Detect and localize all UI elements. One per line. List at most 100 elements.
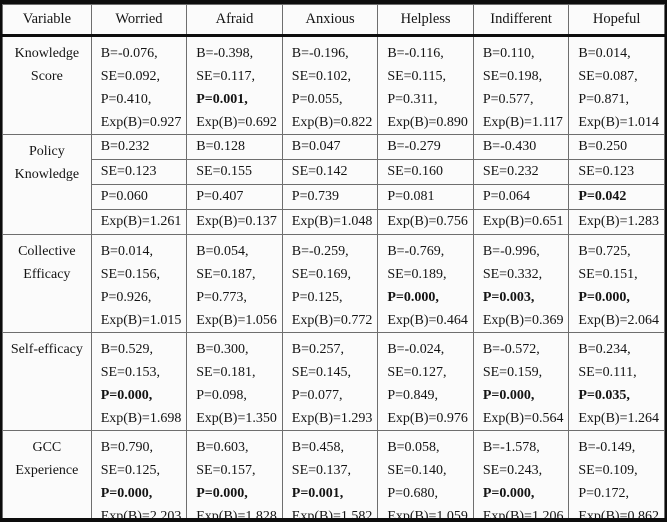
stat-line: Exp(B)=0.564 xyxy=(482,411,564,426)
stat-cell: B=-0.996, SE=0.332, P=0.003, Exp(B)=0.369 xyxy=(472,234,570,333)
stat-line: B=0.058, xyxy=(387,440,440,455)
stat-line: SE=0.153, xyxy=(100,365,160,380)
stat-line: P=0.000, xyxy=(578,290,630,305)
stat-line: P=0.125, xyxy=(291,290,343,305)
stat-cell: B=0.128 SE=0.155 P=0.407 Exp(B)=0.137 xyxy=(186,134,283,235)
stat-line: B=0.234, xyxy=(578,342,631,357)
stat-line: SE=0.092, xyxy=(100,69,160,84)
stat-line: Exp(B)=2.064 xyxy=(578,313,659,328)
column-header-anxious: Anxious xyxy=(281,4,379,37)
stat-line: SE=0.160 xyxy=(378,160,473,185)
stat-line: Exp(B)=1.206 xyxy=(482,509,564,522)
stat-line: Exp(B)=1.698 xyxy=(100,411,182,426)
stat-line: B=0.458, xyxy=(291,440,345,455)
stat-cell: B=0.603, SE=0.157, P=0.000, Exp(B)=1.828 xyxy=(186,430,283,518)
stat-cell: B=0.529, SE=0.153, P=0.000, Exp(B)=1.698 xyxy=(90,332,188,431)
stat-line: P=0.311, xyxy=(387,92,438,107)
stat-line: Exp(B)=0.756 xyxy=(387,214,468,229)
stat-line: B=-0.572, xyxy=(482,342,540,357)
stat-line: SE=0.181, xyxy=(196,365,256,380)
stat-line: Exp(B)=0.976 xyxy=(387,411,468,426)
stat-line: SE=0.115, xyxy=(387,69,447,84)
stat-line: P=0.000, xyxy=(482,486,535,501)
stat-cell: B=0.725, SE=0.151, P=0.000, Exp(B)=2.064 xyxy=(568,234,665,333)
stat-line: B=-0.398, xyxy=(196,46,254,61)
stat-line: Exp(B)=1.283 xyxy=(578,214,659,229)
stat-line: B=0.014, xyxy=(100,244,153,259)
stat-line: SE=0.198, xyxy=(482,69,543,84)
stat-line: SE=0.123 xyxy=(91,160,187,185)
stat-cell: B=-0.769, SE=0.189, P=0.000, Exp(B)=0.464 xyxy=(377,234,474,333)
column-header-afraid: Afraid xyxy=(186,4,283,37)
stat-line: SE=0.109, xyxy=(578,463,638,478)
stat-line: Exp(B)=0.822 xyxy=(291,115,373,130)
stat-cell: B=0.232 SE=0.123 P=0.060 Exp(B)=1.261 xyxy=(90,134,188,235)
stat-line: Exp(B)=1.264 xyxy=(578,411,659,426)
stat-line: P=0.001, xyxy=(291,486,344,501)
stat-line: SE=0.127, xyxy=(387,365,447,380)
stat-line: SE=0.232 xyxy=(473,160,569,185)
stat-line: SE=0.145, xyxy=(291,365,352,380)
variable-label: Policy xyxy=(28,144,65,159)
stat-line: SE=0.159, xyxy=(482,365,543,380)
stat-line: P=0.064 xyxy=(473,185,569,210)
stat-line: P=0.042 xyxy=(569,185,664,210)
stat-line: Exp(B)=2.203 xyxy=(100,509,182,522)
stat-line: SE=0.087, xyxy=(578,69,638,84)
table-header: Variable Worried Afraid Anxious Helpless… xyxy=(2,4,665,37)
stat-cell: B=-0.196, SE=0.102, P=0.055, Exp(B)=0.822 xyxy=(281,35,379,135)
stat-line: Exp(B)=0.772 xyxy=(291,313,373,328)
stat-line: B=0.047 xyxy=(282,135,378,160)
header-row: Variable Worried Afraid Anxious Helpless… xyxy=(2,4,665,37)
stat-line: Exp(B)=1.048 xyxy=(291,214,373,229)
stat-cell: B=0.058, SE=0.140, P=0.680, Exp(B)=1.059 xyxy=(377,430,474,518)
variable-label: Knowledge xyxy=(14,46,80,61)
stat-line: B=-0.279 xyxy=(378,135,473,160)
stat-line: P=0.098, xyxy=(196,388,247,403)
stat-line: B=0.250 xyxy=(569,135,664,160)
stat-line: B=-0.430 xyxy=(473,135,569,160)
stat-line: SE=0.140, xyxy=(387,463,447,478)
stat-line: P=0.871, xyxy=(578,92,630,107)
stat-cell: B=0.300, SE=0.181, P=0.098, Exp(B)=1.350 xyxy=(186,332,283,431)
stat-cell: B=0.014, SE=0.156, P=0.926, Exp(B)=1.015 xyxy=(90,234,188,333)
column-header-hopeful: Hopeful xyxy=(568,4,665,37)
stat-line: SE=0.332, xyxy=(482,267,543,282)
stat-line: Exp(B)=0.369 xyxy=(482,313,564,328)
variable-cell: Collective Efficacy xyxy=(2,234,92,333)
stat-line: P=0.035, xyxy=(578,388,630,403)
stat-line: Exp(B)=0.890 xyxy=(387,115,468,130)
stat-line: SE=0.187, xyxy=(196,267,256,282)
stat-cell: B=0.110, SE=0.198, P=0.577, Exp(B)=1.117 xyxy=(472,35,570,135)
stat-line: B=0.300, xyxy=(196,342,249,357)
stat-line: B=0.257, xyxy=(291,342,345,357)
stat-line: B=-0.196, xyxy=(291,46,349,61)
column-header-indifferent: Indifferent xyxy=(472,4,570,37)
stat-line: P=0.849, xyxy=(387,388,438,403)
stat-line: B=0.790, xyxy=(100,440,153,455)
stat-cell: B=0.458, SE=0.137, P=0.001, Exp(B)=1.582 xyxy=(281,430,379,522)
stat-line: B=-0.024, xyxy=(387,342,445,357)
stat-line: SE=0.142 xyxy=(282,160,378,185)
stat-cell: B=-0.116, SE=0.115, P=0.311, Exp(B)=0.890 xyxy=(377,35,474,135)
stat-line: P=0.172, xyxy=(578,486,630,501)
variable-label: Efficacy xyxy=(23,267,71,282)
stat-line: P=0.000, xyxy=(482,388,535,403)
variable-cell: Policy Knowledge xyxy=(2,134,92,235)
stat-line: B=-1.578, xyxy=(482,440,540,455)
stat-line: P=0.003, xyxy=(482,290,535,305)
stat-cell: B=0.257, SE=0.145, P=0.077, Exp(B)=1.293 xyxy=(281,332,379,431)
stat-line: SE=0.125, xyxy=(100,463,160,478)
table-row: Knowledge Score B=-0.076, SE=0.092, P=0.410,… xyxy=(2,35,665,135)
stat-line: Exp(B)=0.464 xyxy=(387,313,468,328)
stat-cell: B=-0.398, SE=0.117, P=0.001, Exp(B)=0.692 xyxy=(186,35,283,135)
stat-cell: B=0.790, SE=0.125, P=0.000, Exp(B)=2.203 xyxy=(90,430,188,522)
stat-line: Exp(B)=1.056 xyxy=(196,313,277,328)
stat-cell: B=0.047 SE=0.142 P=0.739 Exp(B)=1.048 xyxy=(281,134,379,235)
stat-cell: B=-0.572, SE=0.159, P=0.000, Exp(B)=0.564 xyxy=(472,332,570,431)
stat-line: P=0.407 xyxy=(187,185,282,210)
stat-line: Exp(B)=1.582 xyxy=(291,509,373,522)
stat-line: B=0.110, xyxy=(482,46,535,61)
stat-line: P=0.000, xyxy=(100,486,153,501)
